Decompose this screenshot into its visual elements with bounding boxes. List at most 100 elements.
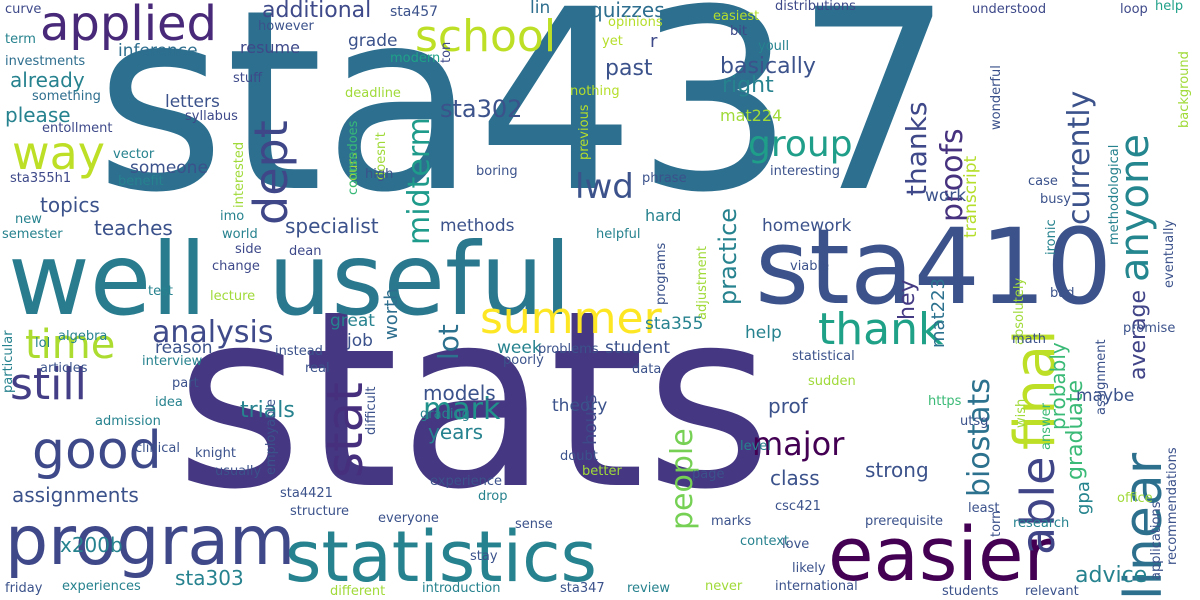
cloud-word: admission — [95, 414, 161, 429]
cloud-word: topics — [40, 193, 100, 217]
cloud-word: ton — [439, 41, 454, 63]
cloud-word: theory — [552, 396, 608, 416]
cloud-word: bad — [1050, 286, 1075, 301]
cloud-word: level — [740, 439, 771, 454]
cloud-word: different — [330, 584, 386, 599]
cloud-word: instead — [275, 344, 323, 359]
cloud-word: previous — [577, 104, 592, 160]
cloud-word: easier — [828, 512, 1054, 598]
cloud-word: friday — [5, 581, 43, 596]
cloud-word: coursedoes — [346, 120, 361, 195]
cloud-word: assignments — [12, 483, 139, 507]
cloud-word: particular — [1, 330, 16, 393]
cloud-word: least — [968, 501, 1000, 516]
cloud-word: sta410 — [755, 206, 1113, 328]
cloud-word: wonderful — [989, 65, 1004, 130]
cloud-word: worth — [381, 288, 402, 340]
cloud-word: sta302 — [440, 95, 523, 123]
cloud-word: eventually — [1162, 219, 1177, 288]
cloud-word: part — [172, 376, 199, 391]
cloud-word: stay — [470, 549, 498, 564]
cloud-word: problems — [538, 342, 599, 357]
cloud-word: students — [942, 584, 999, 599]
cloud-word: lot — [432, 324, 465, 360]
cloud-word: experience — [430, 474, 503, 489]
cloud-word: algebra — [58, 329, 108, 344]
cloud-word: easiest — [713, 9, 760, 24]
cloud-word: letters — [165, 92, 220, 112]
cloud-word: applications — [1149, 501, 1164, 580]
cloud-word: biostats — [962, 378, 997, 497]
cloud-word: drop — [478, 489, 508, 504]
cloud-word: mark — [423, 392, 501, 427]
cloud-word: additional — [262, 0, 372, 23]
cloud-word: group — [748, 124, 853, 165]
cloud-word: student — [605, 338, 670, 358]
cloud-word: interview — [142, 354, 203, 369]
cloud-word: reason — [155, 338, 213, 358]
cloud-word: hard — [645, 206, 682, 225]
cloud-word: understood — [972, 2, 1047, 17]
cloud-word: interesting — [770, 164, 840, 179]
cloud-word: analysis — [152, 315, 274, 350]
cloud-word: knight — [195, 446, 236, 461]
cloud-word: week — [497, 338, 542, 358]
cloud-word: something — [32, 89, 101, 104]
cloud-word: difficult — [364, 386, 379, 435]
cloud-word: past — [605, 56, 653, 81]
cloud-word: years — [428, 420, 484, 444]
cloud-word: sta347 — [560, 581, 605, 596]
cloud-word: likely — [792, 561, 826, 576]
cloud-word: youll — [758, 39, 790, 54]
cloud-word: x200b — [60, 533, 123, 557]
cloud-word: stat — [316, 382, 374, 478]
cloud-word: utsg — [960, 414, 989, 429]
cloud-word: program — [5, 502, 296, 581]
cloud-word: experiences — [62, 579, 141, 594]
cloud-word: however — [258, 19, 314, 34]
cloud-word: specialist — [285, 214, 379, 238]
cloud-word: promise — [1123, 321, 1176, 336]
cloud-word: csc421 — [775, 499, 821, 514]
cloud-word: sta457 — [390, 4, 439, 20]
cloud-word: well — [8, 221, 207, 338]
cloud-word: thank — [818, 304, 944, 355]
cloud-word: statistical — [792, 349, 855, 364]
cloud-word: love — [782, 537, 810, 552]
cloud-word: torn — [989, 510, 1004, 537]
cloud-word: poorly — [503, 353, 544, 368]
cloud-word: way — [12, 126, 106, 180]
cloud-word: major — [752, 425, 845, 463]
cloud-word: lol — [35, 336, 51, 351]
cloud-word: review — [627, 581, 670, 596]
cloud-word: sudden — [808, 374, 856, 389]
cloud-word: recommendations — [1165, 447, 1180, 565]
cloud-word: busy — [1040, 192, 1071, 207]
cloud-word: high — [365, 167, 394, 182]
cloud-word: summer — [480, 293, 662, 344]
cloud-word: vector — [113, 147, 155, 162]
cloud-word: basically — [720, 54, 816, 79]
cloud-word: sta355 — [645, 314, 704, 334]
cloud-word: idea — [155, 395, 183, 410]
cloud-word: great — [330, 311, 375, 331]
cloud-word: right — [722, 73, 774, 98]
cloud-word: boring — [476, 164, 518, 179]
cloud-word: viable — [790, 259, 830, 274]
cloud-word: side — [235, 242, 262, 257]
cloud-word: world — [222, 227, 258, 242]
cloud-word: mat223 — [928, 278, 949, 348]
cloud-word: entollment — [42, 121, 113, 136]
cloud-word: statistics — [285, 516, 598, 598]
cloud-word: interested — [232, 141, 247, 208]
cloud-word: dept — [244, 120, 298, 225]
cloud-word: homework — [762, 216, 852, 236]
cloud-word: never — [705, 579, 743, 594]
cloud-word: prof — [768, 394, 808, 418]
cloud-word: semester — [2, 227, 63, 242]
cloud-word: mat224 — [720, 106, 783, 125]
cloud-word: lecture — [210, 289, 256, 304]
cloud-word: time — [25, 322, 116, 368]
cloud-word: office — [1117, 491, 1153, 506]
cloud-word: new — [15, 212, 42, 227]
